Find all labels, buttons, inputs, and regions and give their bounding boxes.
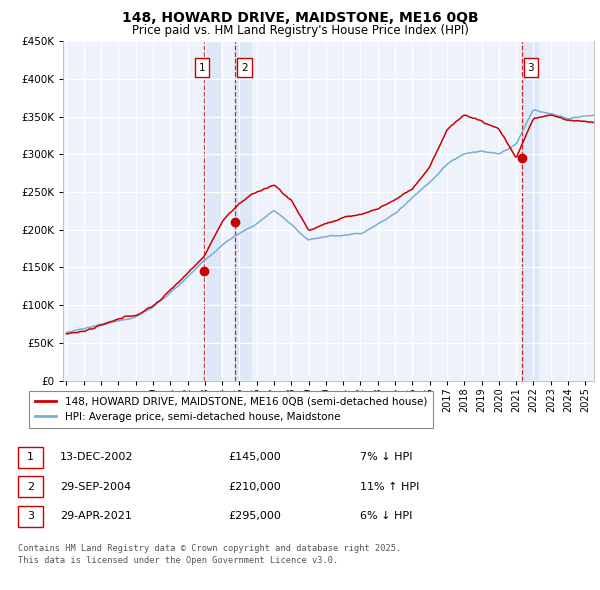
Text: 3: 3	[27, 512, 34, 521]
Text: 29-APR-2021: 29-APR-2021	[60, 512, 132, 521]
Bar	[522, 41, 539, 381]
FancyBboxPatch shape	[237, 58, 251, 77]
Text: This data is licensed under the Open Government Licence v3.0.: This data is licensed under the Open Gov…	[18, 556, 338, 565]
Text: 1: 1	[27, 453, 34, 462]
Text: 1: 1	[199, 63, 205, 73]
Text: 3: 3	[527, 63, 534, 73]
Text: 7% ↓ HPI: 7% ↓ HPI	[360, 453, 413, 462]
Text: Contains HM Land Registry data © Crown copyright and database right 2025.: Contains HM Land Registry data © Crown c…	[18, 545, 401, 553]
Text: 11% ↑ HPI: 11% ↑ HPI	[360, 482, 419, 491]
FancyBboxPatch shape	[524, 58, 538, 77]
Bar	[235, 41, 253, 381]
Text: 148, HOWARD DRIVE, MAIDSTONE, ME16 0QB: 148, HOWARD DRIVE, MAIDSTONE, ME16 0QB	[122, 11, 478, 25]
Bar	[204, 41, 221, 381]
Text: £210,000: £210,000	[228, 482, 281, 491]
Legend: 148, HOWARD DRIVE, MAIDSTONE, ME16 0QB (semi-detached house), HPI: Average price: 148, HOWARD DRIVE, MAIDSTONE, ME16 0QB (…	[29, 391, 433, 428]
Text: 29-SEP-2004: 29-SEP-2004	[60, 482, 131, 491]
Text: 6% ↓ HPI: 6% ↓ HPI	[360, 512, 412, 521]
Text: £145,000: £145,000	[228, 453, 281, 462]
Text: 13-DEC-2002: 13-DEC-2002	[60, 453, 133, 462]
Text: Price paid vs. HM Land Registry's House Price Index (HPI): Price paid vs. HM Land Registry's House …	[131, 24, 469, 37]
Text: 2: 2	[241, 63, 247, 73]
Text: 2: 2	[27, 482, 34, 491]
Text: £295,000: £295,000	[228, 512, 281, 521]
FancyBboxPatch shape	[194, 58, 209, 77]
